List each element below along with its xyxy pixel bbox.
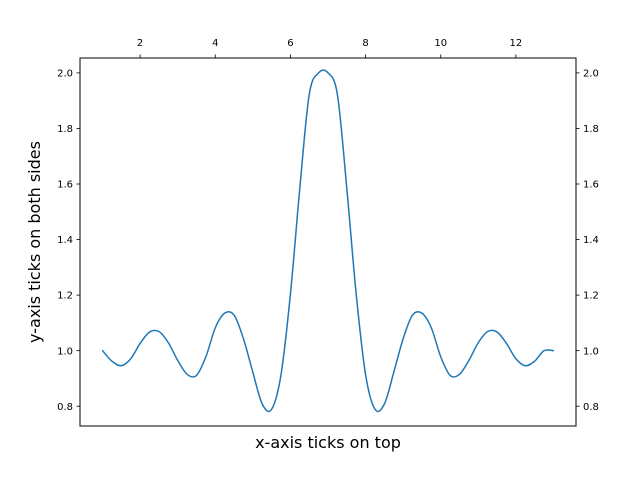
y-tick-label-right: 1.2 [583, 291, 599, 302]
y-axis-left-ticks: 0.8 1.0 1.2 1.4 1.6 1.8 2.0 [57, 68, 80, 413]
x-tick-label: 6 [287, 38, 293, 49]
x-tick-label: 2 [137, 38, 143, 49]
plot-frame [79, 57, 577, 427]
series-line-0 [101, 69, 555, 413]
x-tick-label: 4 [212, 38, 218, 49]
x-tick-label: 10 [434, 38, 447, 49]
y-tick-label-left: 1.4 [57, 235, 73, 246]
y-tick-label-right: 1.6 [583, 180, 599, 191]
x-axis-title: x-axis ticks on top [255, 433, 401, 452]
y-tick-label-left: 1.8 [57, 124, 73, 135]
y-tick-label-right: 1.4 [583, 235, 599, 246]
y-tick-label-left: 1.6 [57, 180, 73, 191]
y-tick-label-right: 1.0 [583, 346, 599, 357]
y-axis-title: y-axis ticks on both sides [25, 141, 44, 343]
x-axis-top-ticks: 2 4 6 8 10 12 [137, 38, 522, 58]
y-tick-label-left: 1.2 [57, 291, 73, 302]
plot-area [101, 69, 555, 413]
y-tick-label-left: 0.8 [57, 402, 73, 413]
y-tick-label-left: 2.0 [57, 68, 73, 79]
y-tick-label-left: 1.0 [57, 346, 73, 357]
y-tick-label-right: 2.0 [583, 68, 599, 79]
y-tick-label-right: 1.8 [583, 124, 599, 135]
x-tick-label: 8 [362, 38, 368, 49]
y-axis-right-ticks: 0.8 1.0 1.2 1.4 1.6 1.8 2.0 [576, 68, 599, 413]
y-tick-label-right: 0.8 [583, 402, 599, 413]
x-tick-label: 12 [510, 38, 523, 49]
